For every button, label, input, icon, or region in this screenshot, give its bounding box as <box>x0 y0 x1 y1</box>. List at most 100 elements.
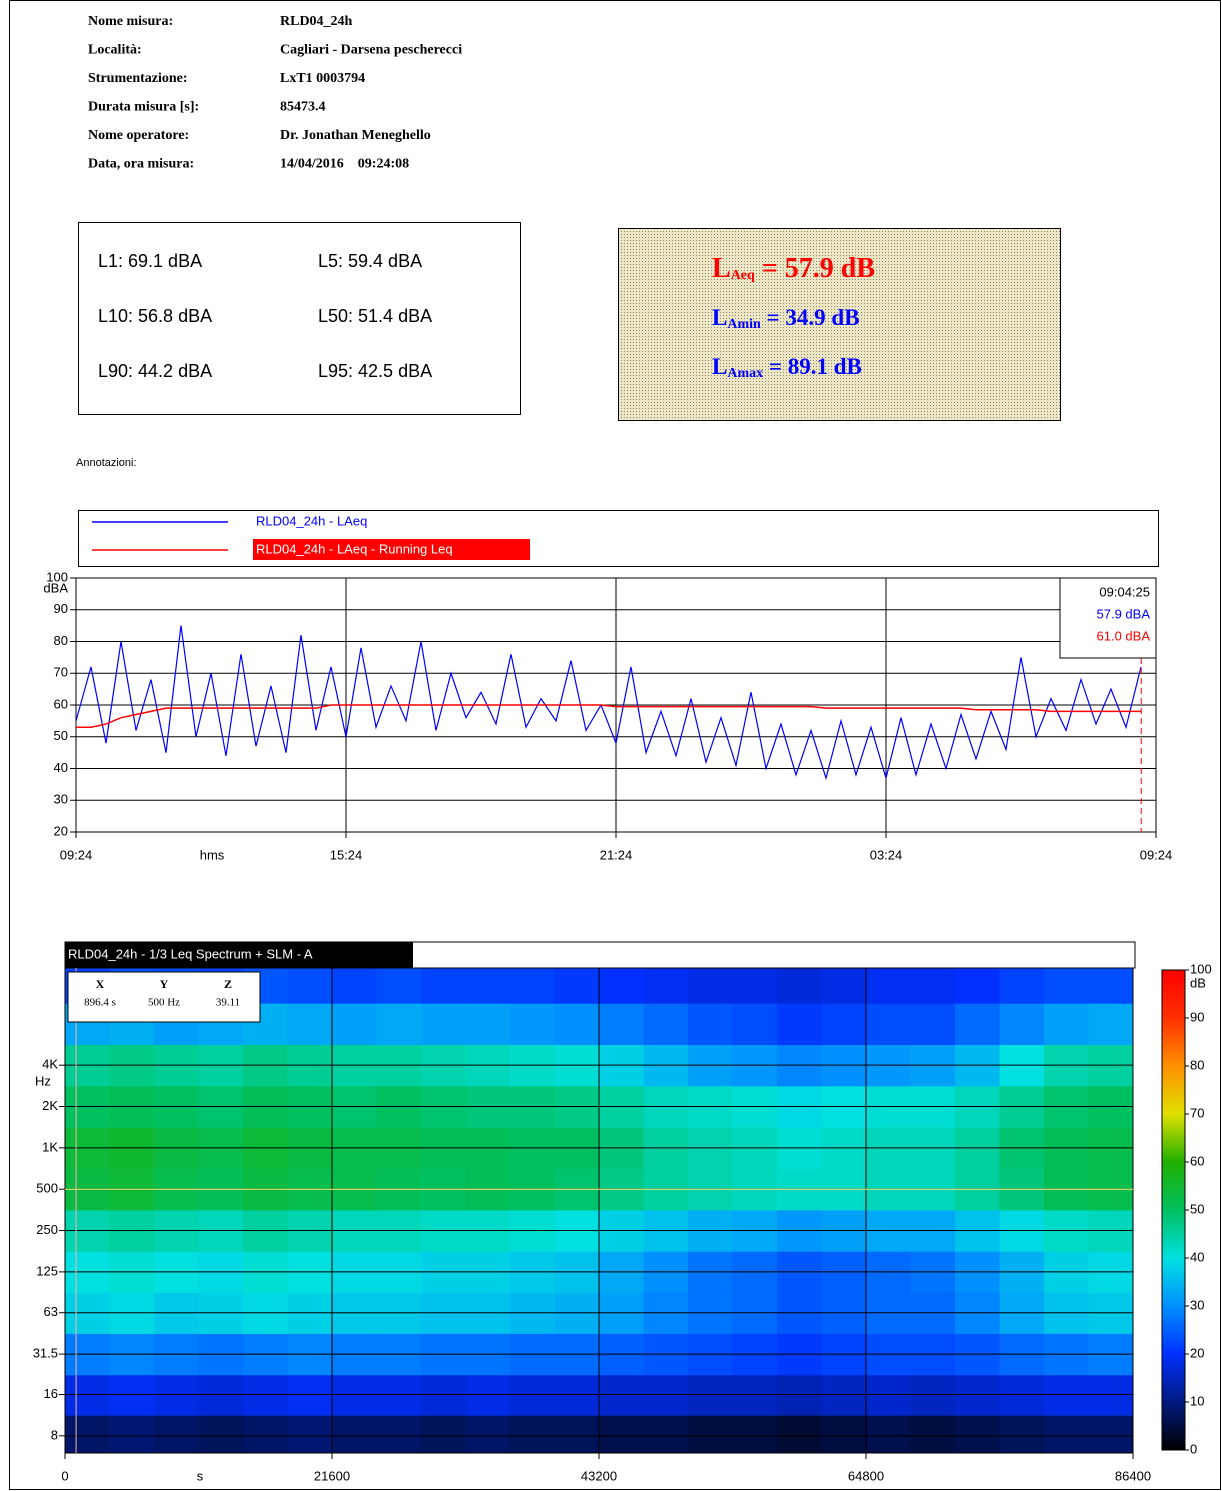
heat-cell <box>332 1415 377 1454</box>
legend-box <box>78 510 1159 567</box>
colorbar-tick-label: 90 <box>1190 1009 1204 1024</box>
heat-cell <box>999 1415 1045 1454</box>
readout-box <box>1059 577 1157 659</box>
heat-cell <box>510 1415 555 1454</box>
heat-cell <box>688 968 733 1004</box>
heat-cell <box>777 1415 822 1454</box>
y-axis-label: dBA <box>43 580 68 595</box>
heat-cell <box>332 968 377 1004</box>
heat-cell <box>777 1003 822 1046</box>
title-background <box>65 942 413 968</box>
y-tick-label: 63 <box>44 1304 58 1319</box>
readout-header: Y <box>160 977 169 991</box>
field-label: Località: <box>88 43 142 58</box>
field-value: Cagliari - Darsena pescherecci <box>280 43 462 58</box>
y-tick-label: 20 <box>54 823 68 838</box>
heat-cell <box>510 1003 555 1046</box>
colorbar-tick-label: 20 <box>1190 1345 1204 1360</box>
y-tick-label: 60 <box>54 696 68 711</box>
y-tick-label: 16 <box>44 1386 58 1401</box>
y-tick-label: 8 <box>51 1427 58 1442</box>
percentile: L50: 51.4 dBA <box>318 306 432 326</box>
heat-cell <box>198 1415 244 1454</box>
readout-box <box>67 971 261 1023</box>
heat-cell <box>465 968 511 1004</box>
heat-cell <box>821 1003 867 1046</box>
readout-header: Z <box>224 977 232 991</box>
x-tick-label: 03:24 <box>870 847 903 862</box>
field-value: 14/04/2016 09:24:08 <box>280 157 409 172</box>
y-tick-label: 125 <box>36 1263 58 1278</box>
heat-cell <box>332 1003 377 1046</box>
heat-cell <box>554 1003 600 1046</box>
y-axis-label: Hz <box>35 1074 51 1089</box>
level-subscript: Amax <box>727 366 763 381</box>
heat-cell <box>866 1415 911 1454</box>
colorbar-tick-label: 50 <box>1190 1201 1204 1216</box>
y-tick-label: 80 <box>54 633 68 648</box>
colorbar-tick-label: 70 <box>1190 1105 1204 1120</box>
y-tick-label: 2K <box>42 1098 58 1113</box>
y-tick-label: 1K <box>42 1139 58 1154</box>
field-value: LxT1 0003794 <box>280 71 365 86</box>
percentile-box <box>78 222 521 415</box>
legend-label: RLD04_24h - LAeq - Running Leq <box>256 541 453 556</box>
heat-cell <box>376 1415 422 1454</box>
heat-cell <box>287 1415 333 1454</box>
level: LAmax = 89.1 dB <box>712 354 862 381</box>
field-label: Nome misura: <box>88 14 173 29</box>
readout-time: 09:04:25 <box>1099 584 1150 599</box>
heat-cell <box>1088 1003 1134 1046</box>
legend-highlight <box>253 539 530 560</box>
heat-cell <box>643 968 689 1004</box>
percentile: L10: 56.8 dBA <box>98 306 212 326</box>
y-tick-label: 250 <box>36 1222 58 1237</box>
heat-cell <box>465 1415 511 1454</box>
colorbar-tick-label: 30 <box>1190 1297 1204 1312</box>
y-tick-label: 50 <box>54 728 68 743</box>
heat-cell <box>777 968 822 1004</box>
heat-cell <box>688 1415 733 1454</box>
colorbar-tick-label: 60 <box>1190 1153 1204 1168</box>
x-tick-label: 0 <box>61 1468 68 1483</box>
heat-cell <box>866 968 911 1004</box>
heat-cell <box>376 1003 422 1046</box>
level-symbol: L <box>712 354 727 379</box>
heat-cell <box>1044 1415 1089 1454</box>
y-tick-label: 70 <box>54 665 68 680</box>
heat-cell <box>109 1415 155 1454</box>
heat-cell <box>999 968 1045 1004</box>
heat-cell <box>154 1415 199 1454</box>
legend-label: RLD04_24h - LAeq <box>256 513 367 528</box>
chart-title: RLD04_24h - 1/3 Leq Spectrum + SLM - A <box>68 946 313 961</box>
level-subscript: Aeq <box>731 268 755 283</box>
heat-cell <box>732 968 778 1004</box>
heat-cell <box>1044 1003 1089 1046</box>
x-tick-label: 21:24 <box>600 847 633 862</box>
heat-cell <box>287 1003 333 1046</box>
colorbar-tick-label: 100 <box>1190 961 1212 976</box>
level-box <box>618 228 1061 421</box>
heat-cell <box>510 968 555 1004</box>
heat-cell <box>910 1003 956 1046</box>
level-symbol: L <box>712 253 731 284</box>
heat-cell <box>554 1415 600 1454</box>
x-tick-label: 09:24 <box>60 847 93 862</box>
heat-cell <box>732 1003 778 1046</box>
x-tick-label: 64800 <box>848 1468 884 1483</box>
y-tick-label: 500 <box>36 1181 58 1196</box>
y-tick-label: 31.5 <box>33 1346 58 1361</box>
heat-cell <box>688 1003 733 1046</box>
level-subscript: Amin <box>727 317 761 332</box>
heat-cell <box>554 968 600 1004</box>
x-axis-label: hms <box>200 847 225 862</box>
y-tick-label: 90 <box>54 601 68 616</box>
annotations-label: Annotazioni: <box>76 457 137 469</box>
percentile: L5: 59.4 dBA <box>318 251 422 271</box>
level-text: = 57.9 dB <box>755 253 875 284</box>
x-tick-label: 21600 <box>314 1468 350 1483</box>
field-value: RLD04_24h <box>280 14 353 29</box>
field-label: Nome operatore: <box>88 128 189 143</box>
heat-cell <box>821 1415 867 1454</box>
